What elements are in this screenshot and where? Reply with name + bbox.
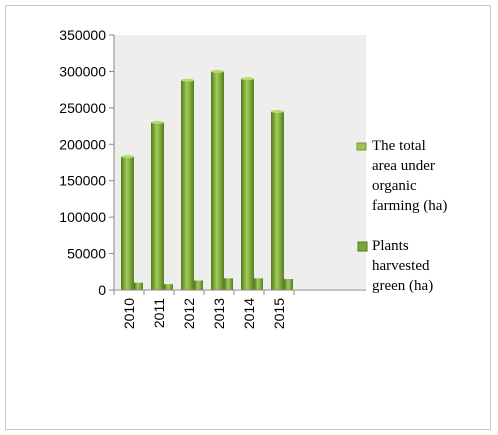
x-tick-label: 2010 xyxy=(121,298,137,329)
y-tick-label: 200000 xyxy=(59,136,106,152)
legend-line: Plants xyxy=(372,238,409,254)
bar-total-area xyxy=(181,80,194,291)
legend-swatch-plants-harvested xyxy=(357,241,368,252)
bar-total-area-cap xyxy=(211,69,224,73)
legend-line: The total xyxy=(372,138,426,154)
x-tick-label: 2013 xyxy=(211,298,227,329)
bar-total-area xyxy=(211,71,224,290)
legend-line: area under xyxy=(372,158,435,174)
bar-total-area-cap xyxy=(271,110,284,113)
y-tick-label: 0 xyxy=(98,282,106,298)
y-tick-label: 150000 xyxy=(59,173,106,189)
bar-total-area-cap xyxy=(241,77,254,81)
bar-total-area xyxy=(241,78,254,290)
bar-plants-harvested xyxy=(224,278,233,290)
y-tick-label: 350000 xyxy=(59,27,106,43)
bar-total-area-cap xyxy=(121,155,134,159)
y-tick-label: 300000 xyxy=(59,63,106,79)
legend-entry-plants-harvested: Plants harvested green (ha) xyxy=(357,238,433,294)
bar-plants-harvested xyxy=(134,282,143,290)
legend-line: harvested xyxy=(372,258,430,274)
y-tick-label: 250000 xyxy=(59,100,106,116)
y-tick-label: 50000 xyxy=(67,246,106,262)
legend-entry-total-area: The total area under organic farming (ha… xyxy=(356,138,447,214)
legend-line: organic xyxy=(372,178,417,194)
bar-total-area xyxy=(271,111,284,290)
bar-total-area-cap xyxy=(151,120,164,124)
y-tick-label: 100000 xyxy=(59,209,106,225)
x-tick-label: 2014 xyxy=(241,298,257,329)
bar-plants-harvested xyxy=(254,278,263,290)
legend-line: green (ha) xyxy=(372,278,433,294)
bar-plants-harvested xyxy=(284,279,293,290)
legend-swatch-total-area xyxy=(356,142,367,151)
x-tick-label: 2012 xyxy=(181,298,197,329)
bar-total-area-cap xyxy=(181,78,194,82)
bar-total-area xyxy=(151,122,164,290)
x-tick-label: 2011 xyxy=(151,298,167,328)
x-tick-label: 2015 xyxy=(271,298,287,329)
bar-total-area xyxy=(121,156,134,290)
bar-plants-harvested xyxy=(164,284,173,290)
legend-line: farming (ha) xyxy=(372,198,447,214)
legend: The total area under organic farming (ha… xyxy=(356,138,447,294)
bar-plants-harvested xyxy=(194,280,203,290)
